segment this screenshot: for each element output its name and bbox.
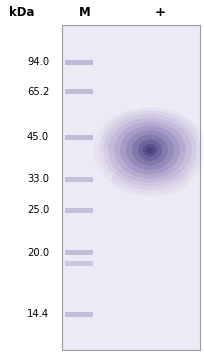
Ellipse shape bbox=[146, 147, 154, 153]
Text: 20.0: 20.0 bbox=[27, 248, 49, 257]
Ellipse shape bbox=[126, 130, 174, 170]
FancyBboxPatch shape bbox=[65, 89, 93, 94]
Ellipse shape bbox=[102, 111, 198, 160]
Ellipse shape bbox=[108, 118, 192, 183]
Ellipse shape bbox=[114, 122, 186, 179]
Ellipse shape bbox=[143, 144, 157, 157]
Ellipse shape bbox=[132, 135, 168, 166]
Ellipse shape bbox=[103, 114, 197, 186]
Text: 45.0: 45.0 bbox=[27, 132, 49, 142]
FancyBboxPatch shape bbox=[65, 250, 93, 255]
Ellipse shape bbox=[111, 165, 189, 196]
Ellipse shape bbox=[99, 111, 201, 190]
Ellipse shape bbox=[93, 107, 204, 193]
Text: 65.2: 65.2 bbox=[27, 87, 49, 96]
Text: 33.0: 33.0 bbox=[27, 174, 49, 184]
FancyBboxPatch shape bbox=[62, 25, 200, 350]
FancyBboxPatch shape bbox=[65, 60, 93, 65]
FancyBboxPatch shape bbox=[65, 177, 93, 182]
FancyBboxPatch shape bbox=[65, 312, 93, 317]
Text: +: + bbox=[154, 6, 165, 19]
Text: kDa: kDa bbox=[9, 6, 35, 19]
FancyBboxPatch shape bbox=[65, 261, 93, 266]
FancyBboxPatch shape bbox=[65, 135, 93, 140]
Ellipse shape bbox=[138, 139, 162, 161]
Ellipse shape bbox=[120, 126, 180, 175]
Text: M: M bbox=[79, 6, 91, 19]
Text: 25.0: 25.0 bbox=[27, 205, 49, 215]
Text: 14.4: 14.4 bbox=[27, 309, 49, 319]
Text: 94.0: 94.0 bbox=[27, 57, 49, 67]
FancyBboxPatch shape bbox=[65, 208, 93, 213]
